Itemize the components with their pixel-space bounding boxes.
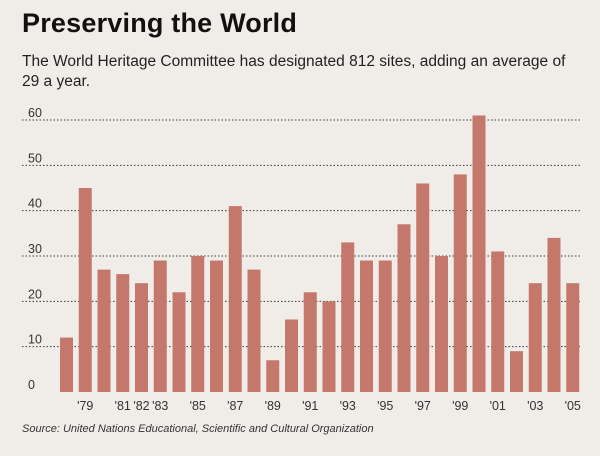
bar-1988 — [247, 269, 261, 392]
x-tick-label: '91 — [302, 399, 318, 413]
x-tick-label: '93 — [340, 399, 356, 413]
x-tick-label: '82 — [133, 399, 149, 413]
x-tick-label: '03 — [527, 399, 543, 413]
bar-1983 — [153, 260, 167, 392]
x-tick-label: '99 — [452, 399, 468, 413]
x-tick-label: '85 — [190, 399, 206, 413]
bar-1992 — [322, 301, 336, 392]
x-tick-label: '87 — [227, 399, 243, 413]
bar-1981 — [116, 274, 130, 392]
source-note: Source: United Nations Educational, Scie… — [22, 423, 374, 435]
x-tick-label: '81 — [115, 399, 131, 413]
y-tick-label: 60 — [28, 106, 42, 120]
x-tick-label: '83 — [152, 399, 168, 413]
bar-1978 — [60, 337, 73, 392]
bar-1993 — [341, 242, 355, 392]
bar-1994 — [360, 260, 373, 392]
y-tick-label: 50 — [28, 151, 42, 165]
y-tick-label: 40 — [28, 197, 42, 211]
bar-1979 — [78, 188, 92, 392]
x-tick-label: '95 — [377, 399, 393, 413]
bar-1984 — [172, 292, 186, 392]
bar-2005 — [566, 283, 580, 392]
x-tick-label: '79 — [77, 399, 93, 413]
x-axis-labels: '79 '81'82'83 '85 '87 '89 '91 '93 '95 '97 '99 '01 '… — [77, 399, 581, 413]
y-axis-labels: 0 10 20 30 40 50 60 — [28, 106, 42, 392]
y-tick-label: 20 — [28, 287, 42, 301]
bar-2001 — [491, 251, 505, 392]
y-tick-label: 0 — [28, 378, 35, 392]
bar-1998 — [435, 256, 448, 392]
bar-1987 — [228, 206, 242, 392]
bar-1995 — [378, 260, 392, 392]
bar-2003 — [528, 283, 542, 392]
bar-1982 — [135, 283, 148, 392]
y-tick-label: 30 — [28, 242, 42, 256]
bar-2000 — [472, 115, 486, 392]
x-tick-label: '01 — [490, 399, 506, 413]
x-tick-label: '89 — [265, 399, 281, 413]
bar-1985 — [191, 256, 205, 392]
bar-1990 — [285, 319, 298, 392]
bar-1989 — [266, 360, 280, 392]
chart-subtitle: The World Heritage Committee has designa… — [22, 53, 566, 90]
bar-2002 — [510, 351, 523, 392]
x-tick-label: '97 — [415, 399, 431, 413]
y-tick-label: 10 — [28, 333, 42, 347]
bar-1996 — [397, 224, 411, 392]
bar-1991 — [303, 292, 317, 392]
bars — [60, 115, 580, 392]
bar-1986 — [210, 260, 223, 392]
bar-1997 — [416, 183, 430, 392]
bar-1999 — [453, 174, 467, 392]
x-tick-label: '05 — [565, 399, 581, 413]
chart-title: Preserving the World — [22, 8, 298, 38]
bar-2004 — [547, 237, 561, 392]
bar-1980 — [97, 269, 111, 392]
